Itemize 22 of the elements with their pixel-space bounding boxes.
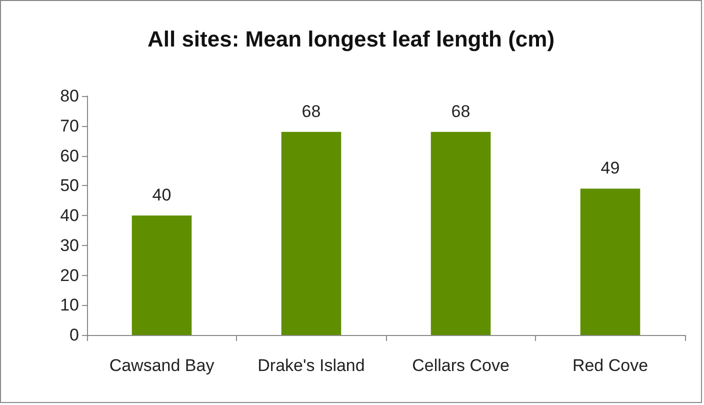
x-tick-label: Cellars Cove	[412, 356, 510, 375]
x-tick-label: Cawsand Bay	[109, 356, 215, 375]
y-tick-label: 30	[60, 236, 79, 255]
x-tick-label: Red Cove	[572, 356, 648, 375]
bar	[281, 132, 342, 335]
bar	[580, 188, 640, 335]
x-tick-label: Drake's Island	[258, 356, 365, 375]
y-tick-label: 70	[60, 116, 79, 136]
bar	[430, 132, 491, 335]
y-tick-label: 10	[60, 296, 79, 315]
y-tick-label: 60	[60, 146, 79, 166]
bar	[132, 216, 192, 335]
y-tick-label: 80	[60, 86, 79, 106]
data-label: 40	[152, 186, 172, 204]
y-tick-label: 20	[60, 266, 79, 285]
y-tick-label: 40	[60, 206, 79, 225]
y-tick-label: 50	[60, 176, 79, 196]
data-label: 68	[451, 102, 470, 121]
data-label: 49	[600, 158, 620, 178]
chart-title: All sites: Mean longest leaf length (cm)	[147, 26, 555, 52]
y-tick-label: 0	[70, 326, 79, 344]
data-label: 68	[302, 102, 321, 121]
